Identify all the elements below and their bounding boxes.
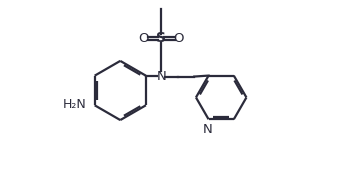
Text: N: N (156, 70, 166, 83)
Text: O: O (139, 32, 149, 45)
Text: O: O (173, 32, 184, 45)
Text: H₂N: H₂N (63, 98, 87, 111)
Text: N: N (203, 123, 213, 136)
Text: S: S (156, 31, 166, 45)
